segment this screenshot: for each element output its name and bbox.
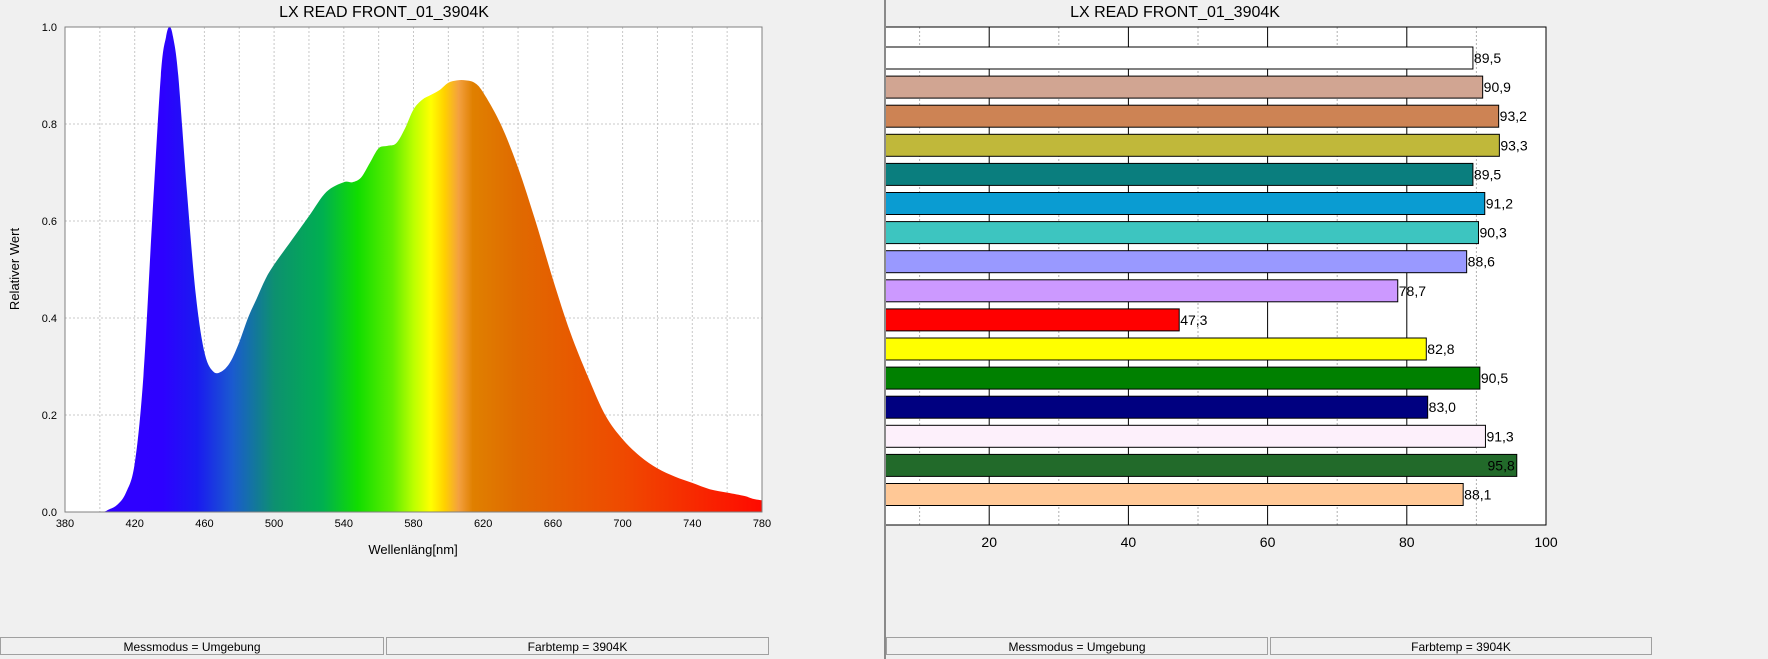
cri-value-label: 90,9 xyxy=(1484,79,1511,95)
cri-value-label: 47,3 xyxy=(1180,312,1207,328)
cri-value-label: 91,3 xyxy=(1486,428,1513,444)
spectrum-xtick-label: 780 xyxy=(753,518,771,530)
status-messmodus-right: Messmodus = Umgebung xyxy=(886,637,1268,655)
spectrum-ytick-label: 0.6 xyxy=(42,216,57,228)
spectrum-chart: 0.0 0.2 0.4 0.6 0.8 1.0 380 420 460 500 540 580 620 6… xyxy=(7,4,771,557)
spectrum-ytick-label: 0.2 xyxy=(42,410,57,422)
cri-title: LX READ FRONT_01_3904K xyxy=(1070,4,1280,21)
spectrum-panel: 0.0 0.2 0.4 0.6 0.8 1.0 380 420 460 500 540 580 620 6… xyxy=(0,4,772,655)
cri-bar xyxy=(849,366,1481,390)
spectrum-xtick-label: 700 xyxy=(613,518,631,530)
cri-value-label: 93,2 xyxy=(1500,108,1527,124)
cri-xtick-label: 40 xyxy=(1121,534,1137,550)
cri-bar xyxy=(849,337,1427,361)
spectrum-area xyxy=(65,27,762,513)
cri-bar xyxy=(849,279,1399,303)
spectrum-xtick-label: 580 xyxy=(404,518,422,530)
cri-bar xyxy=(849,308,1180,332)
cri-plot-bg xyxy=(850,27,1546,525)
panel-divider xyxy=(884,0,886,659)
spectrum-xtick-label: 660 xyxy=(544,518,562,530)
cri-value-label: 78,7 xyxy=(1399,283,1426,299)
spectrum-title: LX READ FRONT_01_3904K xyxy=(279,4,489,21)
status-farbtemp-right: Farbtemp = 3904K xyxy=(1270,637,1652,655)
cri-value-label: 90,3 xyxy=(1479,225,1506,241)
cri-value-label: 90,5 xyxy=(1481,370,1508,386)
cri-bar xyxy=(849,453,1518,477)
cri-value-label: 89,5 xyxy=(1474,166,1501,182)
spectrum-ytick-label: 0.8 xyxy=(42,119,57,131)
cri-bar xyxy=(849,192,1486,215)
spectrum-plot-frame xyxy=(64,26,763,513)
cri-bar xyxy=(849,162,1474,186)
cri-chart: 020406080100Ra89,5R190,9R293,2R393,3R489… xyxy=(820,4,1558,550)
cri-xtick-label: 60 xyxy=(1260,534,1276,550)
cri-bar xyxy=(849,250,1468,274)
cri-xtick-label: 20 xyxy=(981,534,997,550)
cri-bar xyxy=(849,75,1484,99)
cri-value-label: 93,3 xyxy=(1500,137,1527,153)
spectrum-xtick-label: 740 xyxy=(683,518,701,530)
cri-value-label: 83,0 xyxy=(1429,399,1456,415)
cri-bar xyxy=(849,221,1479,245)
cri-value-label: 91,2 xyxy=(1486,196,1513,212)
spectrum-xtick-label: 540 xyxy=(335,518,353,530)
spectrum-ytick-label: 0.0 xyxy=(42,507,57,519)
status-farbtemp-left: Farbtemp = 3904K xyxy=(386,637,769,655)
spectrum-ylabel: Relativer Wert xyxy=(7,228,22,311)
cri-value-label: 95,8 xyxy=(1488,457,1515,473)
cri-xtick-label: 80 xyxy=(1399,534,1415,550)
spectrum-xtick-label: 420 xyxy=(126,518,144,530)
cri-bar xyxy=(849,104,1500,128)
cri-xtick-label: 100 xyxy=(1534,534,1558,550)
cri-value-label: 88,6 xyxy=(1468,254,1495,270)
cri-value-label: 89,5 xyxy=(1474,50,1501,66)
spectrum-ytick-label: 0.4 xyxy=(42,313,57,325)
cri-bar xyxy=(849,133,1500,157)
cri-bar xyxy=(849,483,1464,506)
cri-bar xyxy=(849,395,1429,419)
spectrum-xtick-label: 380 xyxy=(56,518,74,530)
cri-value-label: 82,8 xyxy=(1427,341,1454,357)
spectrum-ticks: 0.0 0.2 0.4 0.6 0.8 1.0 380 420 460 500 540 580 620 6… xyxy=(42,22,771,530)
cri-bars xyxy=(849,46,1518,506)
cri-bar xyxy=(849,424,1486,448)
spectrum-xtick-label: 500 xyxy=(265,518,283,530)
spectrum-xtick-label: 460 xyxy=(195,518,213,530)
spectrum-xlabel: Wellenläng[nm] xyxy=(368,542,457,557)
cri-value-label: 88,1 xyxy=(1464,487,1491,503)
cri-panel: 020406080100Ra89,5R190,9R293,2R393,3R489… xyxy=(820,0,1768,659)
status-messmodus-left: Messmodus = Umgebung xyxy=(0,637,384,655)
spectrum-xtick-label: 620 xyxy=(474,518,492,530)
cri-bar xyxy=(849,46,1474,70)
spectrum-ytick-label: 1.0 xyxy=(42,22,57,34)
